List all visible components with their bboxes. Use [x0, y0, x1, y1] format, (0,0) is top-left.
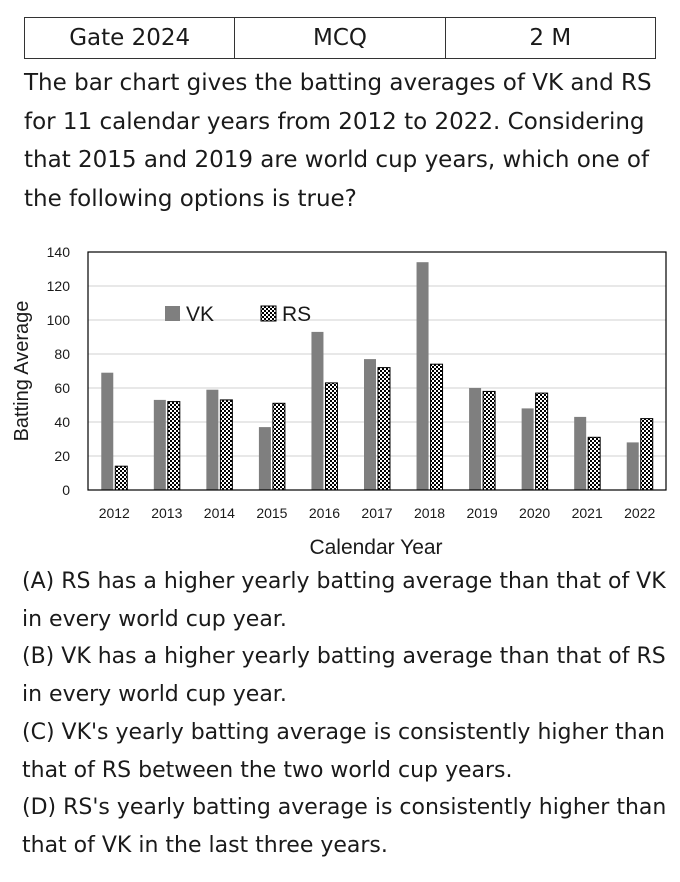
- bar-rs-2017: [377, 367, 391, 491]
- bar-vk-2016: [311, 331, 324, 490]
- option-a: (A) RS has a higher yearly batting avera…: [22, 563, 672, 638]
- option-d-label: (D): [22, 795, 57, 821]
- y-axis-label: Batting Average: [11, 301, 33, 442]
- x-tick-label: 2015: [256, 505, 287, 521]
- bar-rs-2015: [272, 402, 286, 491]
- legend-swatch-vk: [165, 306, 180, 321]
- x-tick-label: 2020: [519, 505, 550, 521]
- bar-vk-2019: [469, 388, 482, 490]
- y-tick-label: 0: [62, 482, 70, 498]
- header-cell-marks: 2 M: [529, 25, 572, 51]
- option-b-text: VK has a higher yearly batting average t…: [22, 644, 666, 708]
- bar-vk-2020: [521, 408, 534, 490]
- bar-vk-2014: [206, 389, 219, 490]
- option-b-label: (B): [22, 644, 55, 670]
- y-tick-labels: 0 20 40 60 80 100 120 140: [47, 244, 71, 498]
- bar-vk-2021: [574, 416, 587, 490]
- x-tick-label: 2016: [309, 505, 340, 521]
- bar-vk-2018: [416, 262, 429, 490]
- bar-rs-2020: [535, 392, 549, 491]
- x-tick-label: 2014: [204, 505, 235, 521]
- option-a-label: (A): [22, 569, 55, 594]
- y-tick-label: 100: [47, 312, 71, 328]
- x-tick-label: 2019: [467, 505, 498, 521]
- y-tick-label: 80: [54, 346, 70, 362]
- bar-rs-2022: [640, 418, 654, 491]
- option-c-text: VK's yearly batting average is consisten…: [22, 719, 665, 783]
- y-tick-label: 140: [47, 244, 71, 260]
- legend-label-vk: VK: [186, 303, 214, 326]
- legend: VK RS: [165, 303, 311, 326]
- option-c: (C) VK's yearly batting average is consi…: [22, 714, 672, 789]
- bar-rs-2021: [587, 436, 601, 491]
- option-c-label: (C): [22, 719, 55, 745]
- bar-vk-2012: [101, 372, 114, 490]
- options-list: (A) RS has a higher yearly batting avera…: [22, 563, 672, 865]
- x-tick-label: 2017: [361, 505, 392, 521]
- chart-grid: [88, 285, 666, 457]
- header-table: Gate 2024 MCQ 2 M: [24, 17, 656, 59]
- bar-vk-2017: [364, 359, 376, 490]
- option-d-text: RS's yearly batting average is consisten…: [22, 795, 667, 858]
- x-tick-label: 2013: [151, 505, 182, 521]
- x-tick-label: 2018: [414, 505, 445, 521]
- header-cell-type: MCQ: [235, 18, 446, 58]
- x-tick-label: 2021: [572, 505, 603, 521]
- bar-rs-2018: [430, 363, 444, 491]
- y-tick-label: 40: [54, 414, 70, 430]
- option-b: (B) VK has a higher yearly batting avera…: [22, 638, 672, 713]
- x-axis-label: Calendar Year: [309, 536, 442, 559]
- bar-rs-2019: [482, 390, 496, 491]
- chart-bars: [101, 262, 654, 491]
- x-tick-label: 2022: [624, 505, 655, 521]
- y-tick-label: 20: [54, 448, 70, 464]
- bar-rs-2014: [219, 399, 233, 491]
- bar-rs-2012: [114, 465, 128, 491]
- option-d: (D) RS's yearly batting average is consi…: [22, 789, 672, 864]
- plot-frame: [87, 251, 667, 491]
- bar-rs-2016: [324, 382, 338, 491]
- option-a-text: RS has a higher yearly batting average t…: [22, 569, 666, 632]
- legend-swatch-rs: [260, 305, 277, 322]
- x-tick-label: 2012: [99, 505, 130, 521]
- x-tick-labels: 2012 2013 2014 2015 2016 2017 2018 2019 2020 2021…: [99, 505, 656, 521]
- y-tick-label: 60: [54, 380, 70, 396]
- bar-vk-2022: [626, 442, 639, 490]
- bar-vk-2013: [153, 399, 166, 490]
- bar-vk-2015: [258, 427, 271, 490]
- question-text: The bar chart gives the batting averages…: [24, 70, 652, 212]
- bar-rs-2013: [167, 401, 181, 491]
- legend-label-rs: RS: [282, 303, 311, 326]
- y-tick-label: 120: [47, 278, 71, 294]
- header-cell-exam: Gate 2024: [25, 18, 236, 58]
